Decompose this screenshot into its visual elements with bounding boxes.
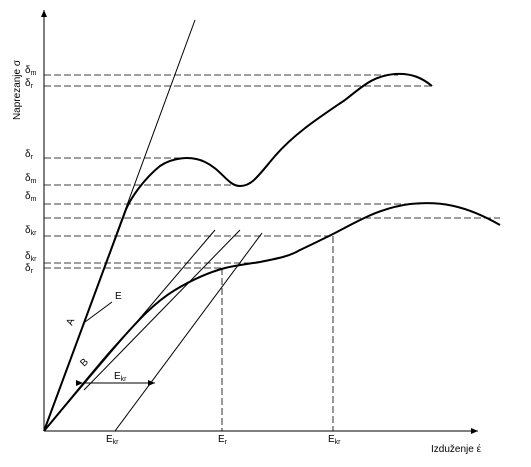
- marker-label: Ekr: [106, 434, 119, 446]
- leader: [84, 301, 113, 323]
- subscript: kr: [31, 230, 38, 237]
- curve-label: E: [115, 291, 122, 302]
- y-axis-label: Naprezanje σ: [12, 59, 23, 120]
- marker-label: δm: [25, 173, 37, 185]
- level-lines: [44, 74, 500, 431]
- subscript: m: [31, 70, 37, 77]
- curve-a: [43, 72, 433, 432]
- marker-label: Ekr: [328, 434, 341, 446]
- marker-label: δm: [25, 191, 37, 203]
- marker-label: Ekr: [114, 371, 127, 383]
- symbol: δ: [25, 191, 31, 202]
- symbol: E: [106, 434, 113, 445]
- subscript: kr: [31, 256, 38, 263]
- symbol: δ: [25, 263, 31, 274]
- symbol: E: [328, 434, 335, 445]
- symbol: δ: [25, 65, 31, 76]
- subscript: r: [31, 268, 34, 275]
- marker-label: δkr: [25, 225, 37, 237]
- subscript: r: [31, 154, 34, 161]
- curve-b: [43, 202, 501, 432]
- symbol: δ: [25, 78, 31, 89]
- subscript: kr: [113, 439, 120, 446]
- x-axis-label: Izduženje έ: [431, 443, 482, 455]
- subscript: kr: [121, 376, 128, 383]
- subscript: r: [31, 83, 34, 90]
- symbol: δ: [25, 251, 31, 262]
- symbol: E: [218, 434, 225, 445]
- curve-label: A: [65, 317, 78, 328]
- curve-label: B: [78, 356, 91, 369]
- subscript: m: [31, 196, 37, 203]
- symbol: E: [114, 371, 121, 382]
- marker-label: δr: [25, 263, 34, 275]
- marker-label: δr: [25, 78, 34, 90]
- marker-label: δr: [25, 149, 34, 161]
- symbol: δ: [25, 149, 31, 160]
- symbol: δ: [25, 225, 31, 236]
- marker-label: Er: [218, 434, 228, 446]
- subscript: m: [31, 178, 37, 185]
- marker-label: δkr: [25, 251, 37, 263]
- construction-lines: [43, 19, 263, 432]
- symbol: δ: [25, 173, 31, 184]
- subscript: kr: [335, 439, 342, 446]
- subscript: r: [225, 439, 228, 446]
- marker-label: δm: [25, 65, 37, 77]
